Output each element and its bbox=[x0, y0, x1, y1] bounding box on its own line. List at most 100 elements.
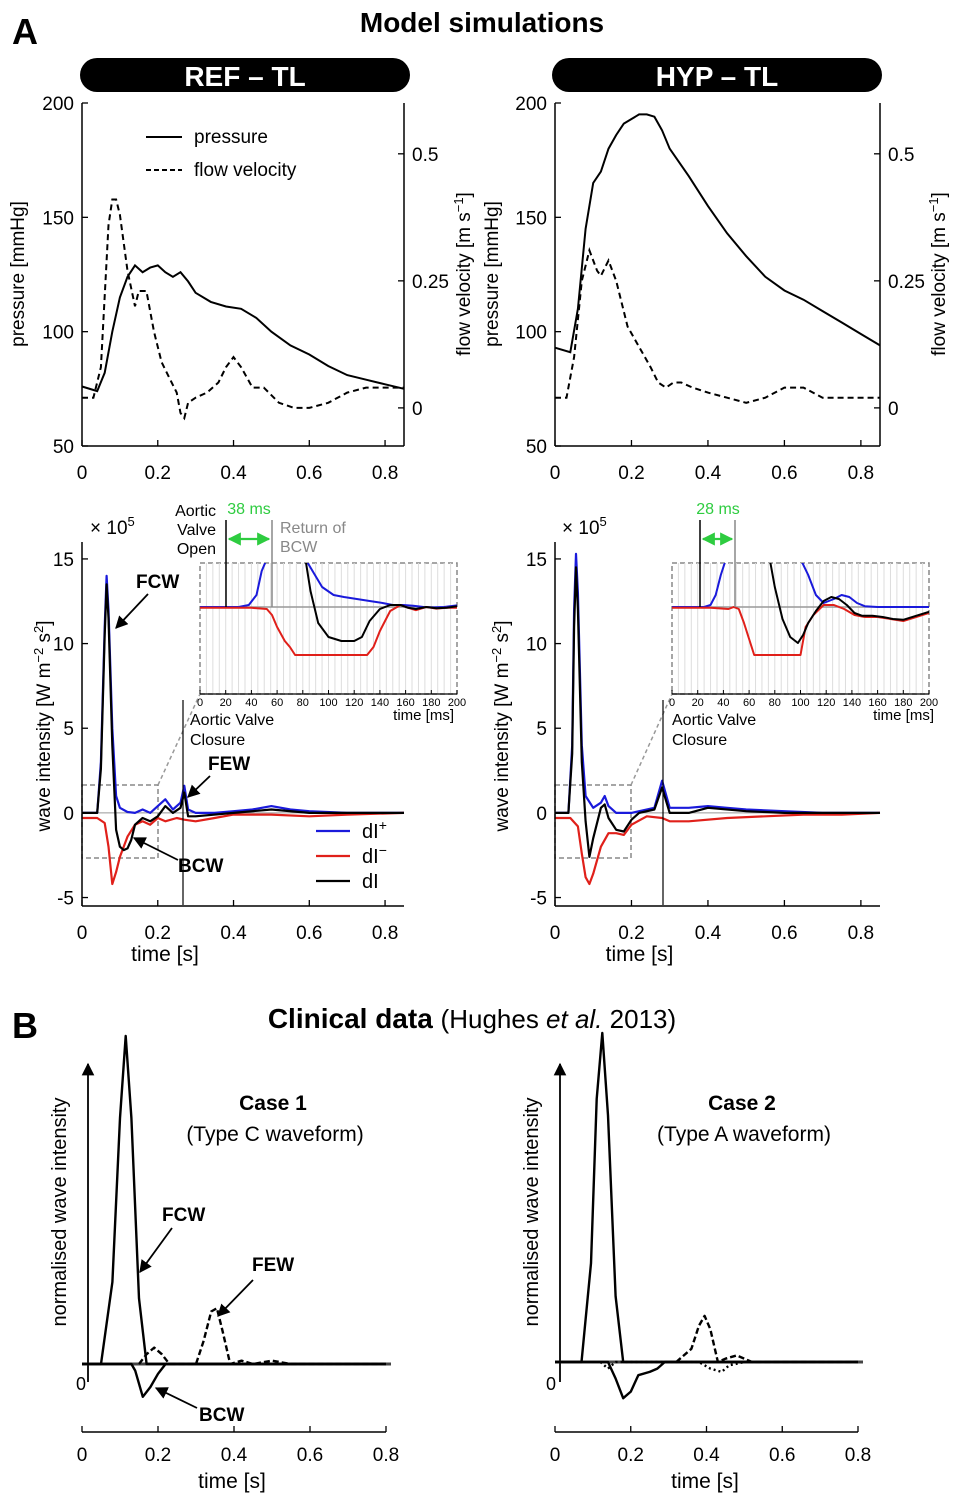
ref-wave-axis-mid: s bbox=[34, 633, 55, 648]
ref-inset-xtick-label: 60 bbox=[271, 697, 283, 709]
case1-few-arrow bbox=[217, 1279, 254, 1317]
ref-inset-xtick-label: 180 bbox=[422, 697, 440, 709]
case2-chart: 0 0.2 0.4 0.6 0.8 time [s] normalised wave in… bbox=[521, 1031, 871, 1493]
panel-a-letter: A bbox=[12, 11, 38, 52]
case2-subtitle: (Type A waveform) bbox=[657, 1123, 831, 1146]
ref-inset-axes: 0 20 40 60 80 100 120 140 160 180 200 bbox=[197, 690, 466, 709]
ref-scale-sup: 5 bbox=[128, 514, 135, 529]
hyp-wave-axis-sup2: 2 bbox=[489, 626, 504, 633]
ref-inset-xtick-label: 120 bbox=[345, 697, 363, 709]
ref-flow-ytick-label: 0.25 bbox=[412, 272, 449, 293]
panel-b-letter: B bbox=[12, 1005, 38, 1046]
hyp-inset-series-group bbox=[672, 563, 929, 656]
hyp-inset-xtick-label: 40 bbox=[717, 697, 729, 709]
ref-pressure-axes: 50 100 150 200 0 0.25 0.5 0 0.2 0.4 0.6 0.8 bbox=[42, 94, 449, 484]
case1-fcw-arrow bbox=[139, 1227, 173, 1274]
ref-pressure-chart: 50 100 150 200 0 0.25 0.5 0 0.2 0.4 0.6 0.8 pressur… bbox=[8, 94, 475, 484]
hyp-delay-label: 28 ms bbox=[696, 501, 740, 518]
ref-pressure-xtick-label: 0.2 bbox=[145, 463, 171, 484]
hyp-wave-ytick-label: 10 bbox=[526, 635, 547, 656]
case1-y-label: normalised wave intensity bbox=[49, 1098, 71, 1327]
ref-wave-axis-sup1: −2 bbox=[31, 648, 46, 663]
hyp-wave-axis-text: wave intensity [W m bbox=[492, 663, 513, 833]
case1-xtick-label: 0 bbox=[77, 1445, 88, 1466]
ref-wave-xtick-label: 0.4 bbox=[220, 923, 247, 944]
hyp-inset-lines bbox=[672, 563, 929, 656]
ref-wave-ytick-label: 15 bbox=[53, 550, 74, 571]
hyp-flow-ytick-label: 0.5 bbox=[888, 145, 914, 166]
ref-inset-xtick-label: 40 bbox=[245, 697, 257, 709]
hyp-inset-xtick-label: 100 bbox=[791, 697, 809, 709]
panel-b-title: Clinical data (Hughes et al. 2013) bbox=[268, 1003, 676, 1034]
ref-wave-xtick-label: 0.6 bbox=[296, 923, 322, 944]
ref-pressure-series-group bbox=[81, 198, 405, 421]
case1-bcw-arrow bbox=[154, 1387, 198, 1409]
hyp-zoom-connector bbox=[630, 693, 673, 786]
legend-dIplus-sup: + bbox=[379, 817, 387, 833]
case1-fcw-label: FCW bbox=[162, 1205, 205, 1226]
ref-pressure-xtick-label: 0.8 bbox=[372, 463, 398, 484]
ref-few-arrow bbox=[187, 775, 211, 798]
ref-wave-xtick-label: 0.8 bbox=[372, 923, 398, 944]
case2-xtick-label: 0.4 bbox=[693, 1445, 720, 1466]
legend-pressure-label: pressure bbox=[194, 127, 268, 148]
legend-dIplus-text: dI bbox=[362, 821, 379, 843]
ref-scale-text: × 10 bbox=[90, 518, 128, 539]
case2-series-group bbox=[555, 1031, 863, 1400]
ref-pressure-xtick-label: 0.6 bbox=[296, 463, 322, 484]
ref-wave-ytick-label: 5 bbox=[63, 719, 74, 740]
hyp-inset-xtick-label: 200 bbox=[920, 697, 938, 709]
hyp-wave-ytick-label: -5 bbox=[530, 889, 547, 910]
ref-wave-series-3-line bbox=[82, 583, 404, 852]
hyp-banner-label: HYP – TL bbox=[656, 61, 778, 92]
ref-flow-line bbox=[82, 198, 404, 421]
hyp-wave-xtick-label: 0.6 bbox=[771, 923, 797, 944]
case1-zero-label: 0 bbox=[76, 1374, 86, 1394]
hyp-wave-ytick-label: 5 bbox=[536, 719, 547, 740]
case2-series-4-line bbox=[599, 1360, 745, 1374]
hyp-pressure-axis-label: pressure [mmHg] bbox=[482, 201, 503, 347]
panel-a-title: Model simulations bbox=[360, 7, 604, 38]
ref-pressure-ytick-label: 100 bbox=[42, 323, 74, 344]
hyp-wave-series-group bbox=[555, 552, 881, 886]
case1-series-group bbox=[82, 1034, 391, 1399]
case2-xtick-label: 0 bbox=[550, 1445, 561, 1466]
ref-banner-label: REF – TL bbox=[184, 61, 305, 92]
case1-xtick-label: 0.8 bbox=[373, 1445, 399, 1466]
ref-pressure-line bbox=[81, 263, 405, 393]
legend-dIminus-label: dI− bbox=[362, 842, 387, 868]
hyp-pressure-series-group bbox=[554, 113, 881, 404]
ref-wave-axis-label: wave intensity [W m−2 s2] bbox=[31, 620, 55, 832]
ref-avc-label-1: Aortic Valve bbox=[190, 712, 274, 729]
hyp-inset-xtick-label: 160 bbox=[868, 697, 886, 709]
hyp-pressure-ytick-label: 200 bbox=[515, 94, 547, 115]
hyp-inset-grid bbox=[677, 563, 924, 694]
hyp-flow-ytick-label: 0 bbox=[888, 399, 899, 420]
panel-b-title-normal-2: 2013) bbox=[602, 1004, 676, 1034]
case1-xtick-label: 0.6 bbox=[297, 1445, 323, 1466]
case2-xlabel: time [s] bbox=[671, 1470, 739, 1493]
ref-avc-label-2: Closure bbox=[190, 732, 245, 749]
case1-series-2-line bbox=[82, 1362, 386, 1399]
ref-wave-ytick-label: 10 bbox=[53, 635, 74, 656]
hyp-inset-xtick-label: 60 bbox=[743, 697, 755, 709]
ref-pressure-ytick-label: 150 bbox=[42, 208, 74, 229]
ref-inset-xlabel: time [ms] bbox=[393, 707, 454, 724]
case2-title: Case 2 bbox=[708, 1092, 776, 1115]
hyp-inset-series-1-line bbox=[672, 563, 929, 608]
ref-wave-axis-text: wave intensity [W m bbox=[34, 663, 55, 833]
panel-b-title-italic: et al. bbox=[546, 1004, 602, 1034]
ref-scale-label: × 105 bbox=[90, 514, 135, 539]
ref-flow-axis-end: ] bbox=[454, 192, 475, 197]
hyp-flow-ytick-label: 0.25 bbox=[888, 272, 925, 293]
case2-xtick-label: 0.8 bbox=[845, 1445, 871, 1466]
hyp-inset-xlabel: time [ms] bbox=[873, 707, 934, 724]
ref-wave-xtick-label: 0.2 bbox=[145, 923, 171, 944]
hyp-wave-xtick-label: 0.2 bbox=[618, 923, 644, 944]
ref-inset-xtick-label: 80 bbox=[297, 697, 309, 709]
case2-y-label: normalised wave intensity bbox=[521, 1098, 543, 1327]
ref-delay-label: 38 ms bbox=[227, 501, 271, 518]
ref-few-label: FEW bbox=[208, 754, 250, 775]
